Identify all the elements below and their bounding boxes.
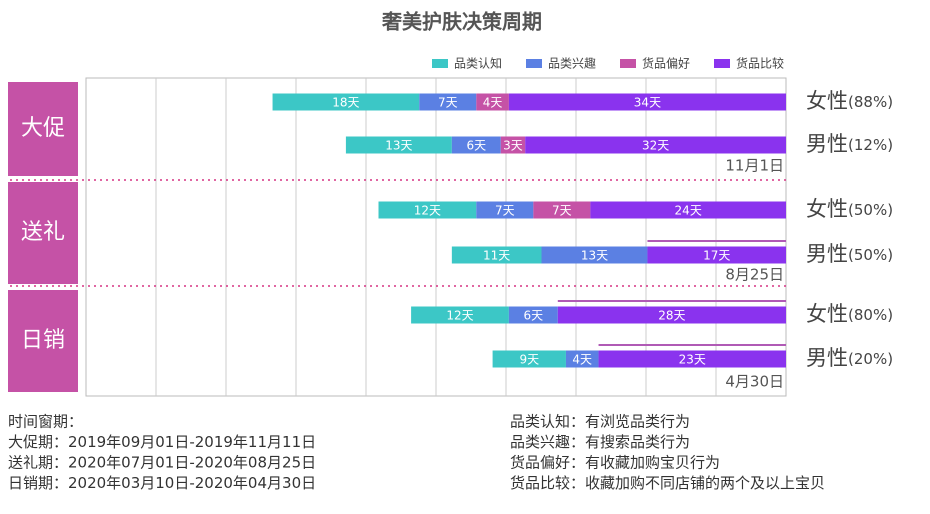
row-share: (80%) — [848, 306, 893, 324]
bar-label: 12天 — [446, 309, 473, 323]
row-share: (50%) — [848, 246, 893, 264]
bar-label: 12天 — [414, 204, 441, 218]
row-gender: 男性 — [806, 132, 848, 156]
bar-label: 32天 — [642, 139, 669, 153]
group-date: 11月1日 — [725, 157, 784, 175]
bar-label: 34天 — [634, 96, 661, 110]
legend-label: 品类认知 — [454, 57, 502, 71]
bar-segment — [378, 201, 477, 219]
row-gender: 女性 — [806, 302, 848, 326]
row-share: (50%) — [848, 201, 893, 219]
group-label: 送礼 — [21, 220, 65, 245]
note-left: 送礼期：2020年07月01日-2020年08月25日 — [8, 454, 316, 472]
note-left: 大促期：2019年09月01日-2019年11月11日 — [8, 433, 316, 451]
bar-label: 4天 — [483, 96, 503, 110]
legend-label: 货品比较 — [736, 56, 784, 71]
row-label: 女性(80%) — [806, 302, 893, 326]
legend-swatch — [714, 59, 730, 68]
legend-label: 品类兴趣 — [548, 56, 596, 71]
chart-title: 奢美护肤决策周期 — [381, 10, 542, 34]
row-label: 男性(12%) — [806, 132, 893, 156]
row-gender: 男性 — [806, 346, 848, 370]
bar-label: 11天 — [483, 249, 510, 263]
legend-label: 货品偏好 — [642, 56, 690, 71]
row-label: 女性(50%) — [806, 197, 893, 221]
bar-segment — [647, 246, 786, 264]
bar-label: 18天 — [332, 96, 359, 110]
group-label: 大促 — [21, 116, 65, 141]
bar-segment — [508, 93, 786, 111]
bar-segment — [525, 136, 786, 154]
bar-segment — [557, 306, 786, 324]
row-label: 女性(88%) — [806, 89, 893, 113]
bar-segment — [598, 350, 786, 368]
bar-segment — [345, 136, 452, 154]
legend-swatch — [432, 59, 448, 68]
note-right: 货品偏好：有收藏加购宝贝行为 — [510, 454, 720, 472]
row-share: (20%) — [848, 350, 893, 368]
bar-segment — [508, 306, 558, 324]
row-share: (88%) — [848, 93, 893, 111]
bar-segment — [476, 201, 534, 219]
bar-segment — [533, 201, 591, 219]
bar-label: 6天 — [524, 309, 544, 323]
bar-segment — [476, 93, 509, 111]
bar-segment — [492, 350, 566, 368]
bar-segment — [451, 246, 542, 264]
bar-label: 7天 — [552, 204, 572, 218]
bar-segment — [541, 246, 648, 264]
note-right: 品类兴趣：有搜索品类行为 — [510, 433, 690, 451]
bar-label: 7天 — [438, 96, 458, 110]
row-gender: 男性 — [806, 242, 848, 266]
bar-label: 6天 — [466, 139, 486, 153]
note-left: 时间窗期： — [8, 413, 83, 431]
bar-label: 13天 — [385, 139, 412, 153]
bar-label: 13天 — [581, 249, 608, 263]
bar-segment — [500, 136, 526, 154]
row-label: 男性(50%) — [806, 242, 893, 266]
bar-label: 23天 — [679, 353, 706, 367]
legend-swatch — [620, 59, 636, 68]
bar-segment — [451, 136, 501, 154]
bar-label: 24天 — [675, 204, 702, 218]
bar-segment — [565, 350, 599, 368]
row-label: 男性(20%) — [806, 346, 893, 370]
group-date: 8月25日 — [725, 266, 784, 284]
bar-label: 3天 — [503, 139, 523, 153]
bar-label: 17天 — [703, 249, 730, 263]
bar-label: 28天 — [658, 309, 685, 323]
bar-segment — [590, 201, 786, 219]
bar-segment — [411, 306, 509, 324]
bar-segment — [419, 93, 477, 111]
group-box — [8, 290, 78, 392]
row-share: (12%) — [848, 136, 893, 154]
group-label: 日销 — [21, 328, 65, 353]
bar-label: 4天 — [572, 353, 592, 367]
note-right: 货品比较：收藏加购不同店铺的两个及以上宝贝 — [510, 474, 825, 492]
row-gender: 女性 — [806, 197, 848, 221]
note-right: 品类认知：有浏览品类行为 — [510, 413, 690, 431]
group-box — [8, 182, 78, 284]
group-box — [8, 82, 78, 176]
legend-swatch — [526, 59, 542, 68]
bar-label: 9天 — [519, 353, 539, 367]
bar-segment — [272, 93, 420, 111]
bar-label: 7天 — [495, 204, 515, 218]
group-date: 4月30日 — [725, 373, 784, 391]
note-left: 日销期：2020年03月10日-2020年04月30日 — [8, 474, 316, 492]
row-gender: 女性 — [806, 89, 848, 113]
